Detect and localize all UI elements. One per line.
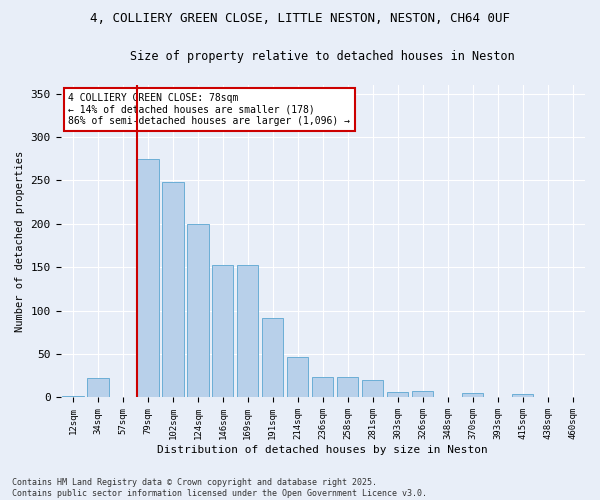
- Bar: [512, 394, 533, 398]
- Bar: [237, 264, 259, 398]
- Text: 4, COLLIERY GREEN CLOSE, LITTLE NESTON, NESTON, CH64 0UF: 4, COLLIERY GREEN CLOSE, LITTLE NESTON, …: [90, 12, 510, 26]
- Bar: [387, 392, 409, 398]
- Text: Contains HM Land Registry data © Crown copyright and database right 2025.
Contai: Contains HM Land Registry data © Crown c…: [12, 478, 427, 498]
- Bar: [337, 376, 358, 398]
- Bar: [62, 396, 83, 398]
- Bar: [187, 224, 209, 398]
- Bar: [412, 392, 433, 398]
- Y-axis label: Number of detached properties: Number of detached properties: [15, 150, 25, 332]
- Bar: [312, 376, 334, 398]
- Bar: [362, 380, 383, 398]
- Title: Size of property relative to detached houses in Neston: Size of property relative to detached ho…: [130, 50, 515, 63]
- Bar: [212, 264, 233, 398]
- X-axis label: Distribution of detached houses by size in Neston: Distribution of detached houses by size …: [157, 445, 488, 455]
- Text: 4 COLLIERY GREEN CLOSE: 78sqm
← 14% of detached houses are smaller (178)
86% of : 4 COLLIERY GREEN CLOSE: 78sqm ← 14% of d…: [68, 93, 350, 126]
- Bar: [137, 159, 158, 398]
- Bar: [88, 378, 109, 398]
- Bar: [287, 356, 308, 398]
- Bar: [462, 393, 483, 398]
- Bar: [262, 318, 283, 398]
- Bar: [163, 182, 184, 398]
